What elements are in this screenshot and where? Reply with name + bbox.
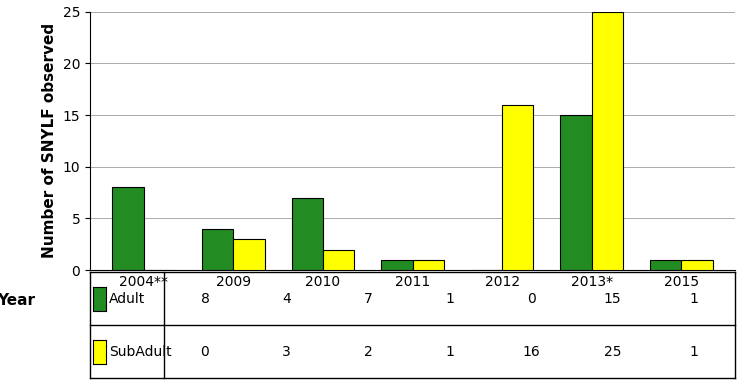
Text: 15: 15 bbox=[604, 292, 622, 306]
Text: 2: 2 bbox=[364, 345, 373, 359]
Bar bbox=[323, 249, 354, 270]
Text: SubAdult: SubAdult bbox=[109, 345, 171, 359]
Text: 4: 4 bbox=[282, 292, 291, 306]
Text: 7: 7 bbox=[364, 292, 373, 306]
Bar bbox=[413, 260, 444, 270]
Bar bbox=[202, 229, 233, 270]
Bar bbox=[502, 105, 533, 270]
Text: 1: 1 bbox=[446, 345, 454, 359]
Text: 3: 3 bbox=[282, 345, 291, 359]
Text: 1: 1 bbox=[690, 345, 699, 359]
Text: 1: 1 bbox=[690, 292, 699, 306]
Bar bbox=[681, 260, 712, 270]
Bar bbox=[233, 239, 265, 270]
Text: 16: 16 bbox=[522, 345, 540, 359]
Bar bbox=[650, 260, 681, 270]
Text: 25: 25 bbox=[604, 345, 622, 359]
Bar bbox=[560, 115, 592, 270]
Text: 0: 0 bbox=[526, 292, 536, 306]
Text: 1: 1 bbox=[446, 292, 454, 306]
Text: Adult: Adult bbox=[109, 292, 145, 306]
Text: 0: 0 bbox=[200, 345, 209, 359]
Y-axis label: Number of SNYLF observed: Number of SNYLF observed bbox=[42, 23, 57, 259]
Bar bbox=[592, 12, 623, 270]
Bar bbox=[381, 260, 412, 270]
Bar bbox=[292, 198, 323, 270]
Bar bbox=[112, 188, 144, 270]
Text: 8: 8 bbox=[200, 292, 209, 306]
Text: Year: Year bbox=[0, 293, 35, 308]
